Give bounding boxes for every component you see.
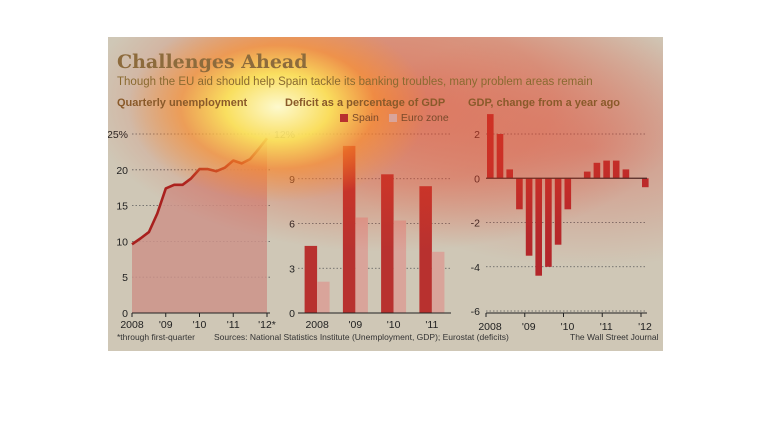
unemployment-x-tick: 2008 (120, 319, 144, 331)
gdp-bar (593, 162, 601, 179)
chart-title: Challenges Ahead (117, 51, 308, 73)
deficit-bar-spain (304, 245, 318, 313)
deficit-x-tick: 2008 (305, 319, 329, 331)
credit-note: The Wall Street Journal (570, 332, 659, 342)
deficit-bar-euro-zone (355, 217, 368, 313)
gdp-bar (525, 178, 533, 256)
deficit-bar-spain (342, 145, 356, 313)
legend-spain-label: Spain (352, 112, 379, 124)
gdp-bar (642, 178, 649, 188)
deficit-panel-title: Deficit as a percentage of GDP (285, 97, 446, 109)
unemployment-x-tick: '09 (159, 319, 173, 331)
gdp-y-tick: -6 (471, 306, 480, 318)
unemployment-y-tick: 10 (116, 236, 128, 248)
gdp-y-tick: 2 (474, 129, 480, 141)
unemployment-x-tick: '12* (258, 319, 276, 331)
gdp-y-tick: -2 (471, 218, 480, 230)
deficit-bar-spain (381, 174, 394, 313)
unemployment-x-tick: '10 (193, 319, 207, 331)
unemployment-y-tick: 25% (108, 129, 128, 141)
deficit-bar-spain (419, 186, 432, 313)
deficit-bar-euro-zone (393, 220, 407, 313)
gdp-bar (622, 169, 630, 179)
deficit-legend: Spain Euro zone (340, 112, 449, 124)
gdp-bar (612, 160, 620, 179)
deficit-x-tick: '09 (349, 319, 363, 331)
gdp-y-tick: -4 (471, 262, 480, 274)
unemployment-x-tick: '11 (227, 319, 240, 331)
unemployment-panel-title: Quarterly unemployment (117, 97, 248, 109)
deficit-y-tick: 3 (289, 263, 295, 275)
legend-euro-zone-label: Euro zone (400, 112, 449, 124)
deficit-y-tick: 6 (289, 219, 295, 231)
gdp-bar (535, 178, 542, 276)
deficit-bar-euro-zone (317, 281, 330, 313)
deficit-bar-euro-zone (431, 251, 445, 313)
deficit-x-tick: '11 (425, 319, 438, 331)
gdp-bar (487, 114, 494, 179)
chart-subtitle: Though the EU aid should help Spain tack… (117, 76, 593, 88)
unemployment-y-tick: 15 (116, 201, 128, 213)
gdp-panel-title: GDP, change from a year ago (468, 97, 621, 109)
gdp-bar (506, 169, 513, 179)
euro-zone-swatch (388, 114, 397, 122)
gdp-y-tick: 0 (474, 173, 480, 185)
deficit-y-tick: 12% (274, 129, 295, 141)
gdp-bar (564, 178, 572, 210)
gdp-bar (554, 178, 562, 245)
chart-panel: 25% 20 15 10 5 0 2008 '09 '10 '11 '12* 12% 9 6 3 0 2008 '… (108, 37, 663, 351)
unemployment-y-tick: 5 (122, 272, 128, 284)
unemployment-y-tick: 20 (116, 165, 128, 177)
gdp-bar (583, 171, 591, 179)
deficit-x-tick: '10 (387, 319, 401, 331)
gdp-bar (603, 160, 610, 179)
gdp-bar (545, 178, 552, 267)
gdp-x-tick: '09 (522, 321, 536, 333)
footnote: *through first-quarter (117, 332, 195, 342)
gdp-bar (496, 134, 504, 179)
spain-swatch (340, 114, 348, 122)
sources-note: Sources: National Statistics Institute (… (214, 332, 509, 342)
gdp-bar (516, 178, 523, 210)
deficit-y-tick: 0 (289, 308, 295, 320)
deficit-y-tick: 9 (289, 174, 295, 186)
